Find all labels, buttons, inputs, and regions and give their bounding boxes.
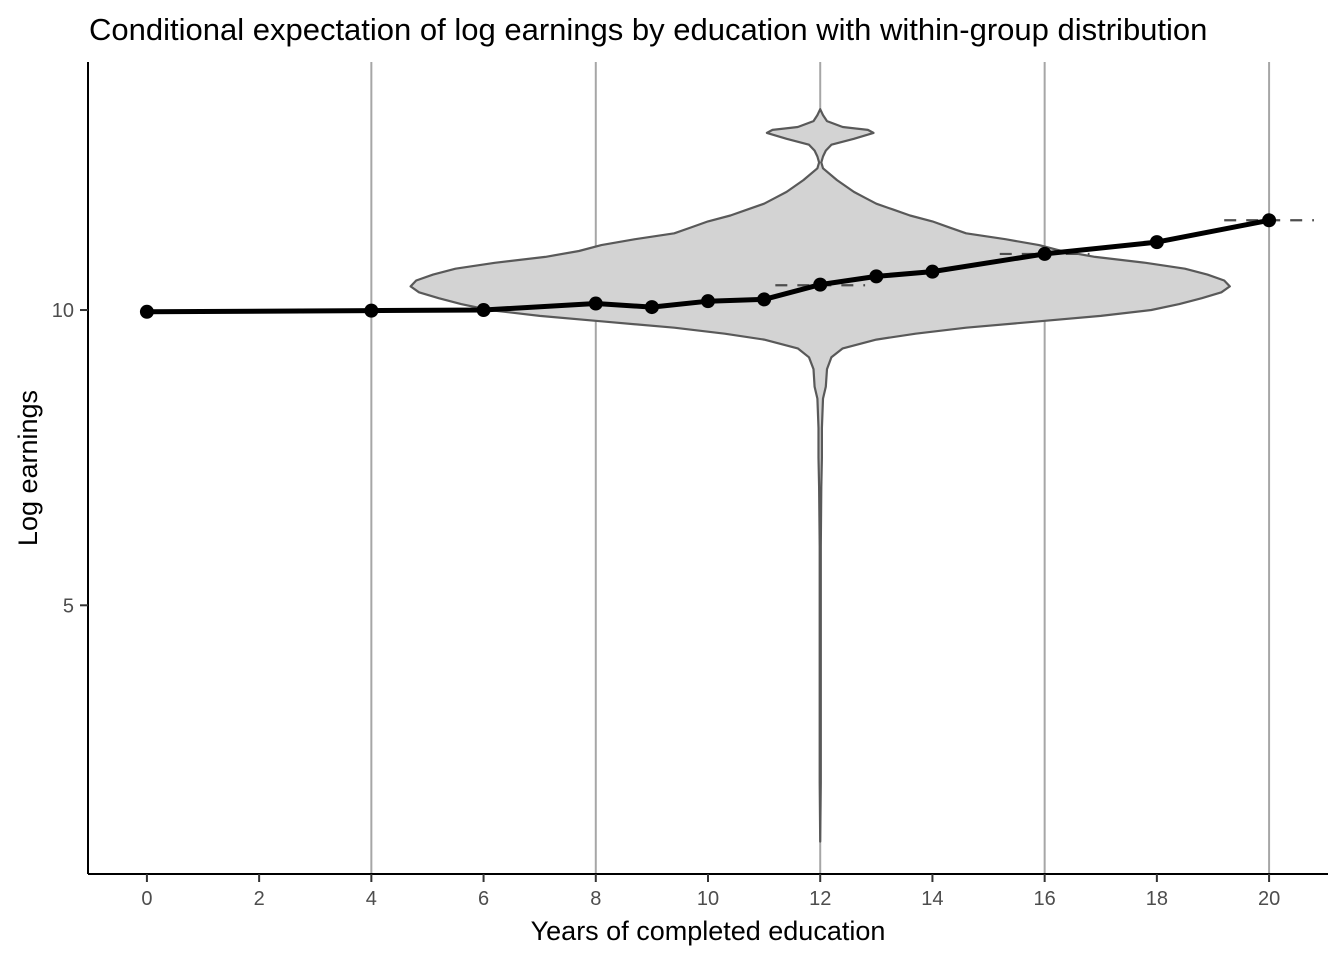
x-tick-label: 8 [590,888,601,910]
x-tick-label: 20 [1258,888,1280,910]
y-tick-label: 10 [52,300,74,322]
data-point [925,264,940,279]
mean-series [139,213,1277,319]
x-tick-label: 6 [478,888,489,910]
data-point [869,269,884,284]
x-tick-label: 4 [366,888,377,910]
chart-title: Conditional expectation of log earnings … [89,12,1207,47]
x-ticks: 0 2 4 6 8 10 12 14 16 18 20 [141,874,1280,910]
x-tick-label: 0 [141,888,152,910]
data-point [476,303,491,318]
data-point [1262,213,1277,228]
x-tick-label: 12 [809,888,831,910]
data-point [1037,246,1052,261]
y-tick-label: 5 [63,595,74,617]
data-point [757,292,772,307]
violin-shape [409,108,1231,843]
x-tick-label: 14 [921,888,943,910]
x-tick-label: 18 [1146,888,1168,910]
data-point [701,294,715,309]
data-point [364,303,379,318]
x-tick-label: 10 [697,888,719,910]
data-point [1149,235,1164,250]
data-point [588,296,603,311]
y-ticks: 5 10 [52,300,88,617]
data-point [139,304,154,319]
y-axis-title: Log earnings [13,390,43,546]
x-tick-label: 2 [254,888,265,910]
x-tick-label: 16 [1034,888,1056,910]
violin-distribution [409,108,1231,843]
x-axis-title: Years of completed education [531,916,886,946]
data-point [644,300,659,315]
data-point [813,277,828,292]
